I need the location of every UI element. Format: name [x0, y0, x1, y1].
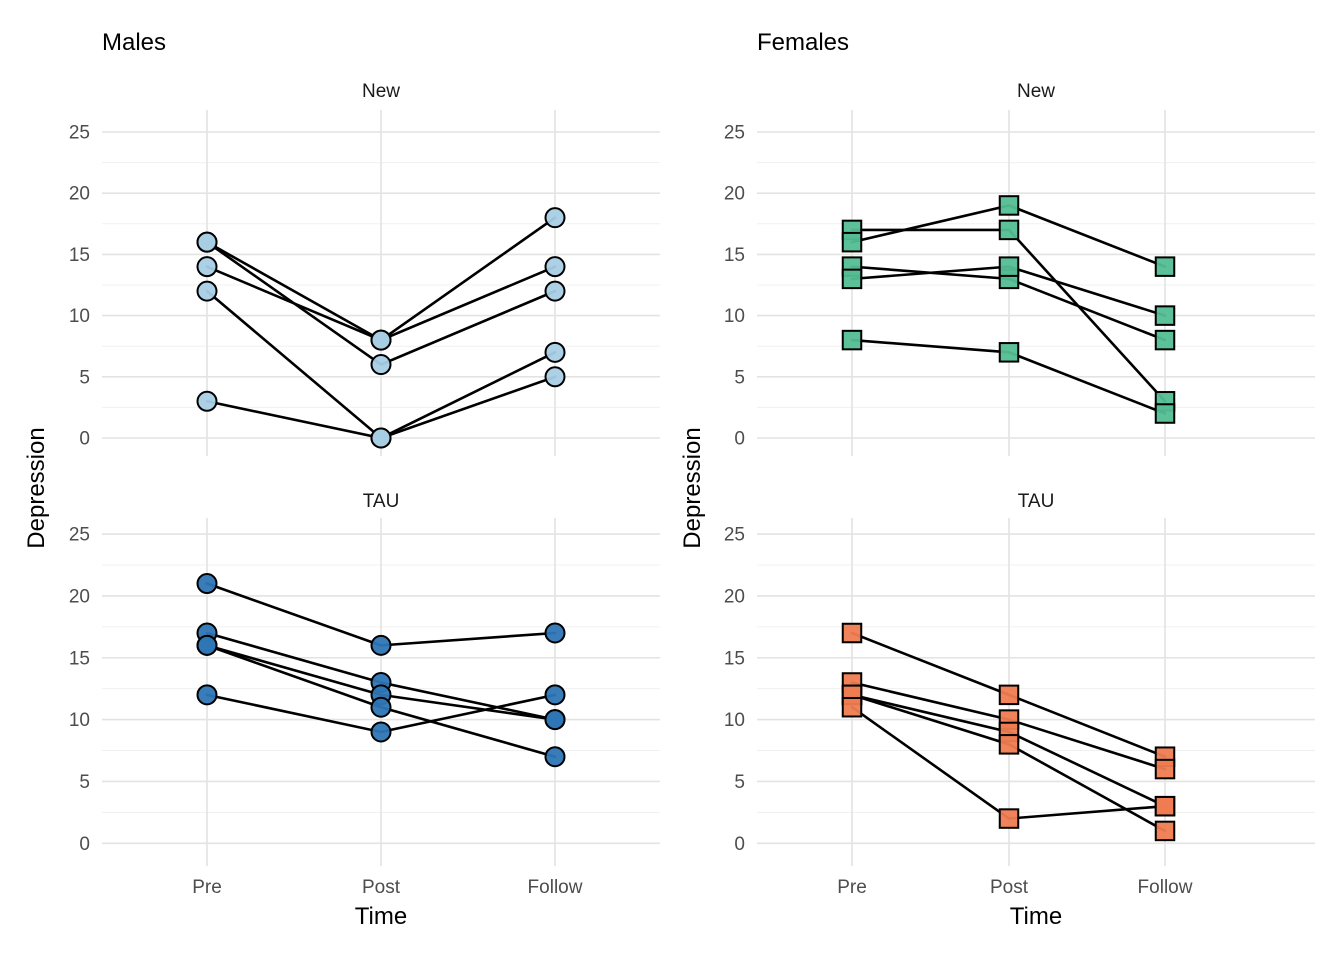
- y-tick-label: 10: [69, 710, 90, 731]
- y-axis-title: Depression: [23, 427, 50, 548]
- data-point-square-subject-1: [841, 622, 863, 644]
- data-point-circle-subject-2: [544, 256, 566, 278]
- panel-females-new: New 0 5 10 15 20 25: [724, 81, 1315, 456]
- group-title: Males: [102, 29, 166, 56]
- y-tick-label: 25: [69, 123, 90, 144]
- data-point-circle-subject-4: [370, 696, 392, 718]
- y-tick-label: 0: [79, 834, 90, 855]
- y-tick-label: 10: [69, 306, 90, 327]
- data-point-circle-subject-4: [544, 746, 566, 768]
- y-tick-label: 15: [69, 648, 90, 669]
- data-point-square-subject-4: [998, 256, 1020, 277]
- data-point-circle-subject-2: [196, 256, 218, 278]
- y-tick-label: 15: [724, 245, 745, 266]
- data-point-square-subject-3: [1154, 329, 1176, 351]
- data-point-circle-subject-3: [544, 709, 566, 731]
- data-point-circle-subject-5: [370, 427, 392, 449]
- data-point-circle-subject-1: [544, 207, 566, 229]
- x-tick-label: Follow: [1138, 877, 1193, 898]
- data-point-circle-subject-1: [544, 622, 566, 644]
- data-point-circle-subject-5: [544, 684, 566, 706]
- data-point-circle-subject-4: [544, 341, 566, 363]
- data-point-square-subject-2: [841, 231, 863, 253]
- y-tick-label: 15: [724, 648, 745, 669]
- data-point-square-subject-5: [841, 329, 863, 351]
- data-point-square-subject-5: [1154, 795, 1176, 817]
- data-point-circle-subject-4: [196, 280, 218, 302]
- data-point-square-subject-2: [1154, 758, 1176, 780]
- data-point-circle-subject-3: [196, 231, 218, 253]
- y-tick-label: 0: [734, 834, 745, 855]
- panel-females-tau: TAU 0 5 10 15 20 25: [724, 491, 1315, 866]
- data-point-circle-subject-4: [196, 634, 218, 656]
- data-point-square-subject-1: [998, 684, 1020, 706]
- panel-males-tau: TAU 0 5 10 15 20 25: [69, 491, 660, 866]
- y-tick-label: 20: [69, 184, 90, 205]
- y-tick-label: 5: [734, 772, 745, 793]
- y-tick-label: 0: [79, 429, 90, 450]
- facet-column-males: Males Depression Time Pre Post Follow New 0 5 10 1…: [23, 29, 660, 930]
- y-tick-label: 5: [79, 367, 90, 388]
- x-tick-label: Follow: [528, 877, 583, 898]
- y-tick-label: 20: [69, 586, 90, 607]
- facet-label: TAU: [1018, 491, 1055, 512]
- data-point-square-subject-5: [841, 696, 863, 718]
- data-point-square-subject-1: [998, 219, 1020, 241]
- facet-label: New: [362, 81, 400, 102]
- data-point-square-subject-5: [1154, 403, 1176, 424]
- x-tick-label: Post: [990, 877, 1029, 898]
- x-axis-title: Time: [1010, 903, 1062, 930]
- y-tick-label: 10: [724, 306, 745, 327]
- y-tick-label: 0: [734, 429, 745, 450]
- y-tick-label: 5: [734, 367, 745, 388]
- facet-label: TAU: [363, 491, 400, 512]
- y-tick-label: 15: [69, 245, 90, 266]
- x-axis-title: Time: [355, 903, 407, 930]
- data-point-circle-subject-2: [370, 329, 392, 351]
- data-point-square-subject-4: [1154, 305, 1176, 326]
- data-point-circle-subject-5: [370, 721, 392, 743]
- data-point-square-subject-4: [1154, 820, 1176, 842]
- data-point-square-subject-5: [998, 808, 1020, 829]
- data-point-circle-subject-3: [544, 280, 566, 302]
- y-axis-title: Depression: [679, 427, 706, 548]
- data-point-circle-subject-3: [370, 354, 392, 376]
- y-tick-label: 10: [724, 710, 745, 731]
- data-point-circle-subject-1: [370, 634, 392, 656]
- data-point-square-subject-2: [998, 195, 1020, 216]
- y-tick-label: 25: [724, 525, 745, 546]
- facet-label: New: [1017, 81, 1055, 102]
- data-point-circle-subject-5: [544, 366, 566, 388]
- group-title: Females: [757, 29, 849, 56]
- y-tick-label: 20: [724, 184, 745, 205]
- y-tick-label: 25: [724, 123, 745, 144]
- facet-column-females: Females Depression Time Pre Post Follow New 0 5 1…: [679, 29, 1315, 930]
- y-tick-label: 20: [724, 586, 745, 607]
- data-point-square-subject-2: [1154, 256, 1176, 277]
- y-tick-label: 25: [69, 525, 90, 546]
- y-tick-label: 5: [79, 772, 90, 793]
- data-point-circle-subject-5: [196, 684, 218, 706]
- data-point-circle-subject-1: [196, 573, 218, 595]
- data-point-square-subject-5: [998, 342, 1020, 363]
- data-point-square-subject-4: [841, 268, 863, 290]
- panel-males-new: New 0 5 10 15 20 25: [69, 81, 660, 456]
- x-tick-label: Post: [362, 877, 401, 898]
- data-point-square-subject-4: [998, 734, 1020, 755]
- x-tick-label: Pre: [192, 877, 222, 898]
- data-point-circle-subject-5: [196, 390, 218, 412]
- x-tick-label: Pre: [837, 877, 867, 898]
